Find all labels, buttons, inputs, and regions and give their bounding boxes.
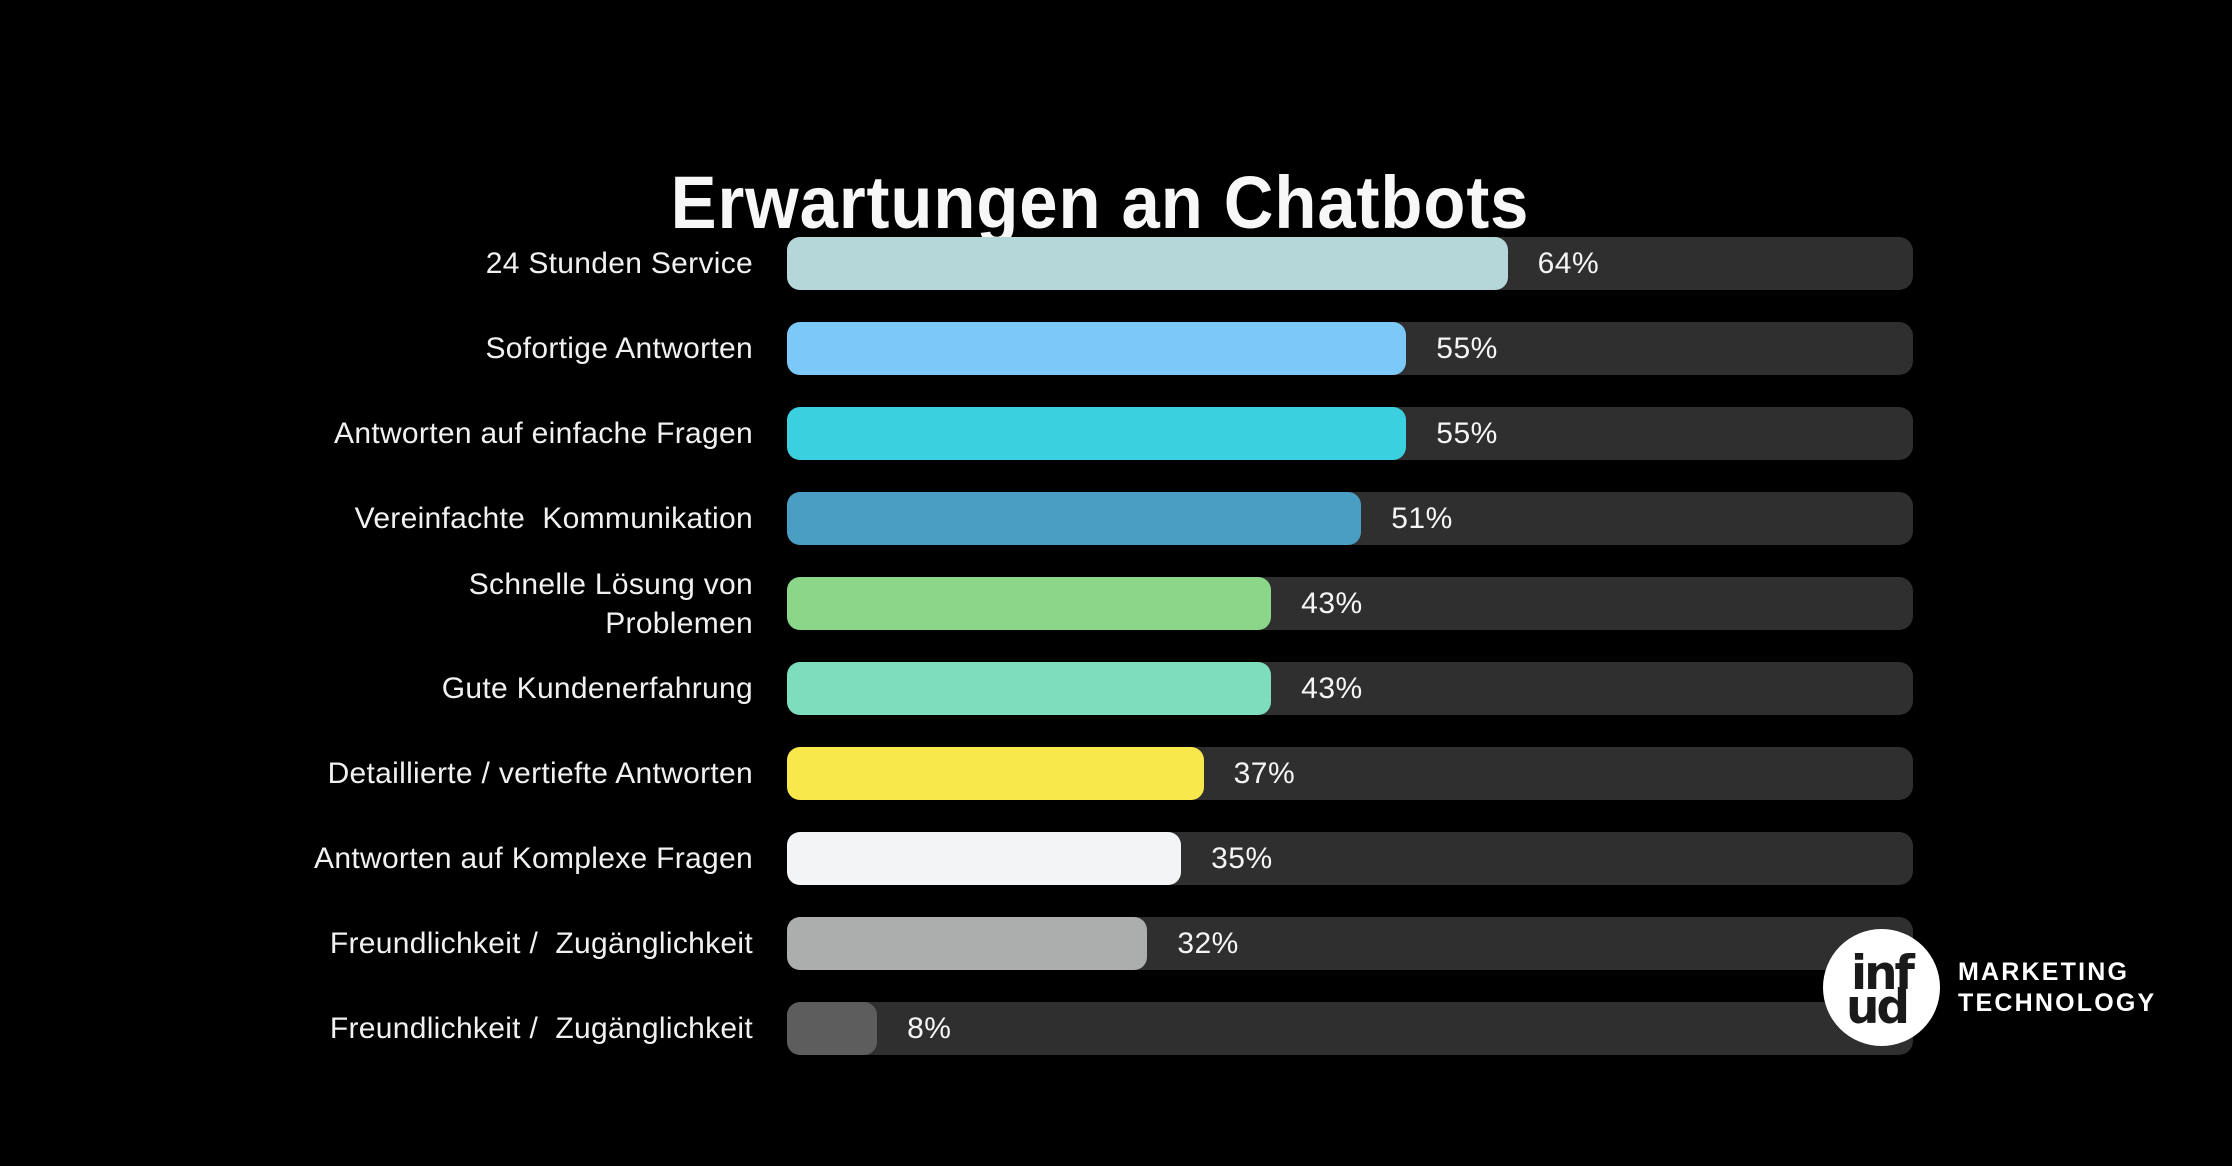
bar-label: Antworten auf einfache Fragen [334, 417, 753, 450]
brand-monogram-bottom: ud [1845, 979, 1910, 1035]
bar-track: 8% [787, 1002, 1913, 1055]
bar-row: Sofortige Antworten 55% [293, 322, 1913, 375]
bar-label: Sofortige Antworten [485, 332, 753, 365]
bar-track: 37% [787, 747, 1913, 800]
brand-monogram-top: inf [1850, 945, 1915, 1001]
chart-title: Erwartungen an Chatbots [670, 160, 1530, 244]
bar-label: 24 Stunden Service [485, 247, 753, 280]
bar-fill [787, 322, 1407, 375]
bar-value: 51% [1391, 501, 1453, 535]
bar-label: Detaillierte / vertiefte Antworten [327, 757, 753, 790]
brand-name: MARKETING TECHNOLOGY [1958, 957, 2156, 1018]
bar-track: 55% [787, 322, 1913, 375]
bar-label: Vereinfachte Kommunikation [354, 502, 753, 535]
bar-label: Schnelle Lösung von Problemen [468, 567, 753, 640]
bar-fill [787, 917, 1148, 970]
bar-row: Freundlichkeit / Zugänglichkeit 32% [293, 917, 1913, 970]
bar-value: 37% [1233, 756, 1296, 790]
brand-name-line2: TECHNOLOGY [1958, 988, 2157, 1017]
brand-logo: inf ud MARKETING TECHNOLOGY [1823, 929, 2156, 1046]
bar-value: 64% [1537, 246, 1600, 280]
bar-row: 24 Stunden Service 64% [293, 237, 1913, 290]
bar-row: Gute Kundenerfahrung 43% [293, 662, 1913, 715]
bar-fill [787, 407, 1407, 460]
bar-track: 64% [787, 237, 1913, 290]
bar-value: 35% [1211, 841, 1273, 875]
bar-row: Antworten auf einfache Fragen 55% [293, 407, 1913, 460]
bar-row: Schnelle Lösung von Problemen 43% [293, 568, 1913, 640]
bar-track: 32% [787, 917, 1913, 970]
bar-label: Antworten auf Komplexe Fragen [314, 842, 753, 875]
bar-row: Freundlichkeit / Zugänglichkeit 8% [293, 1002, 1913, 1055]
bar-track: 43% [787, 577, 1913, 630]
bar-value: 8% [907, 1011, 952, 1045]
bar-track: 51% [787, 492, 1913, 545]
bar-label: Freundlichkeit / Zugänglichkeit [329, 927, 753, 960]
bar-row: Detaillierte / vertiefte Antworten 37% [293, 747, 1913, 800]
bar-value: 55% [1436, 416, 1498, 450]
bar-value: 43% [1301, 671, 1363, 705]
bar-row: Antworten auf Komplexe Fragen 35% [293, 832, 1913, 885]
bar-rows: 24 Stunden Service 64% Sofortige Antwort… [293, 237, 1913, 1087]
bar-fill [787, 577, 1272, 630]
bar-fill [787, 832, 1182, 885]
bar-fill [787, 237, 1508, 290]
bar-value: 43% [1301, 586, 1363, 620]
brand-logo-icon: inf ud [1823, 929, 1940, 1046]
bar-track: 55% [787, 407, 1913, 460]
bar-fill [787, 747, 1204, 800]
bar-value: 32% [1177, 926, 1239, 960]
bar-value: 55% [1436, 331, 1498, 365]
brand-name-line1: MARKETING [1958, 958, 2130, 986]
bar-row: Vereinfachte Kommunikation 51% [293, 492, 1913, 545]
bar-track: 43% [787, 662, 1913, 715]
bar-fill [787, 492, 1362, 545]
bar-label: Gute Kundenerfahrung [441, 672, 753, 705]
bar-fill [787, 1002, 878, 1055]
bar-label: Freundlichkeit / Zugänglichkeit [329, 1012, 753, 1045]
bar-fill [787, 662, 1272, 715]
bar-track: 35% [787, 832, 1913, 885]
